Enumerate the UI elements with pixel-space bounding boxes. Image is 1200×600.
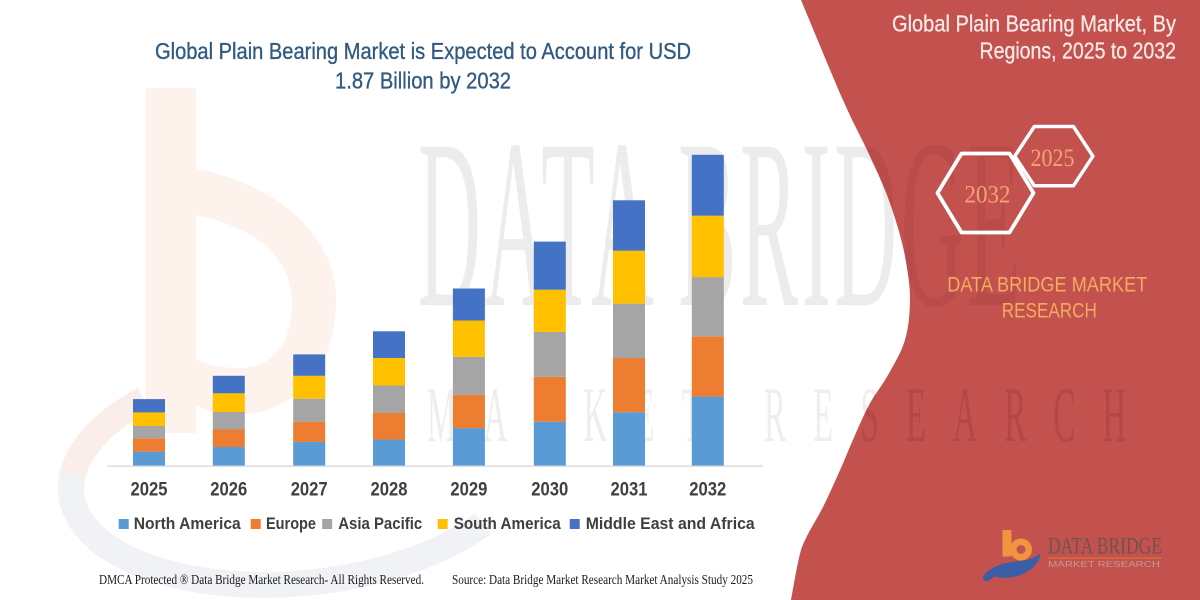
svg-text:2027: 2027	[291, 480, 328, 501]
svg-text:Middle East and Africa: Middle East and Africa	[586, 514, 756, 533]
svg-text:2032: 2032	[965, 182, 1011, 209]
svg-text:2030: 2030	[531, 480, 568, 501]
svg-text:Global Plain Bearing Market is: Global Plain Bearing Market is Expected …	[155, 38, 691, 64]
svg-text:2026: 2026	[210, 480, 247, 501]
svg-text:DMCA Protected ® Data Bridge M: DMCA Protected ® Data Bridge Market Rese…	[99, 573, 424, 588]
svg-text:2025: 2025	[1031, 145, 1075, 172]
svg-text:RESEARCH: RESEARCH	[1002, 300, 1097, 323]
svg-text:Source: Data Bridge Market Res: Source: Data Bridge Market Research Mark…	[452, 573, 753, 588]
svg-text:MARKET RESEARCH: MARKET RESEARCH	[1048, 560, 1160, 569]
svg-text:2031: 2031	[611, 480, 648, 501]
svg-text:Asia Pacific: Asia Pacific	[338, 514, 422, 533]
svg-text:2032: 2032	[689, 480, 726, 501]
svg-text:2029: 2029	[450, 480, 487, 501]
svg-text:DATA BRIDGE MARKET: DATA BRIDGE MARKET	[947, 274, 1147, 297]
svg-text:South America: South America	[454, 514, 561, 533]
svg-text:Europe: Europe	[266, 514, 316, 533]
svg-text:2028: 2028	[371, 480, 408, 501]
svg-text:2025: 2025	[131, 480, 168, 501]
svg-text:North America: North America	[134, 514, 241, 533]
svg-text:Global Plain Bearing Market, B: Global Plain Bearing Market, By	[892, 10, 1176, 36]
svg-text:Regions, 2025 to 2032: Regions, 2025 to 2032	[980, 38, 1177, 64]
svg-text:1.87 Billion by 2032: 1.87 Billion by 2032	[335, 67, 511, 93]
svg-text:DATA BRIDGE: DATA BRIDGE	[1048, 534, 1162, 559]
